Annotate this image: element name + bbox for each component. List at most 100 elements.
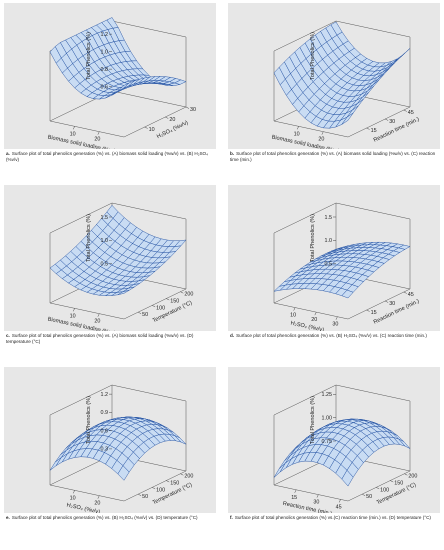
x-axis-label: Biomass solid loading (%w/v)	[47, 134, 120, 149]
x-tick-mark	[72, 126, 75, 130]
box-edge	[273, 120, 349, 138]
y-tick-label: 10	[149, 127, 155, 133]
z-axis-label: Total Phenolics (%)	[86, 32, 92, 80]
caption-letter: f.	[230, 515, 233, 520]
x-axis-label: H₂SO₄ (%v/v)	[66, 502, 101, 513]
z-tick-label: 0.5	[101, 261, 109, 267]
box-edge	[123, 470, 187, 502]
z-tick-label: 0.9	[101, 410, 109, 416]
y-tick-mark	[366, 127, 370, 130]
panel-e: 0.3 0.6 0.9 1.2 10 20 50 100 150 200 Total Phenoli…	[4, 367, 216, 546]
y-tick-mark	[376, 487, 380, 490]
surface-chart: 10 20 15 30 45 Total Phenolics (%) Biomass sol…	[271, 20, 421, 149]
panel-a: 0.6 0.8 1.0 1.2 10 20 10 20 30 Total Phenolics (%…	[4, 3, 216, 182]
surface-plot: 10 20 15 30 45 Total Phenolics (%) Biomass sol…	[228, 3, 440, 149]
y-tick-mark	[137, 493, 142, 496]
x-tick-label: 20	[311, 317, 317, 323]
box-edge	[347, 470, 411, 502]
y-tick-label: 30	[389, 119, 395, 125]
y-tick-label: 50	[142, 494, 148, 500]
x-axis-label: H₂SO₄ (%v/v)	[290, 320, 325, 331]
z-tick-label: 1.0	[101, 238, 109, 244]
y-tick-mark	[152, 305, 156, 308]
box-edge	[49, 484, 125, 502]
figure-caption: a. Surface plot of total phenolics genera…	[6, 151, 214, 164]
caption-letter: b.	[230, 151, 235, 156]
y-tick-mark	[403, 291, 407, 294]
box-edge	[123, 288, 187, 320]
box-edge	[335, 384, 411, 402]
caption-letter: c.	[6, 333, 10, 338]
x-tick-label: 20	[94, 501, 100, 507]
surface-chart: 0.3 0.6 0.9 1.2 10 20 50 100 150 200 Total Phenoli…	[49, 384, 193, 513]
y-tick-label: 30	[190, 107, 196, 113]
x-tick-mark	[97, 131, 100, 135]
y-tick-label: 200	[184, 292, 193, 298]
surface-plot: 0.5 1.0 1.5 10 20 30 15 30 45 Total Phenolics (%)…	[228, 185, 440, 331]
y-tick-mark	[390, 480, 394, 483]
y-tick-mark	[165, 116, 169, 119]
box-edge	[49, 120, 125, 138]
chart-body: 0.6 0.8 1.0 1.2 10 20 10 20 30 Total Phenolics (%…	[47, 17, 196, 149]
surface-plot: 0.75 1.00 1.25 15 30 45 50 100 150 200 Total Pheno…	[228, 367, 440, 513]
box-edge	[347, 106, 411, 138]
z-tick-label: 0.6	[101, 84, 109, 90]
z-tick-label: 1.5	[325, 215, 333, 221]
z-tick-label: 1.2	[101, 32, 109, 38]
x-tick-mark	[338, 499, 341, 503]
y-tick-mark	[404, 473, 408, 476]
z-tick-label: 0.6	[101, 428, 109, 434]
z-tick-label: 1.0	[101, 49, 109, 55]
y-tick-mark	[144, 126, 148, 129]
z-tick-label: 1.00	[322, 415, 333, 421]
y-tick-label: 100	[380, 487, 389, 493]
z-axis-label: Total Phenolics (%)	[310, 214, 316, 262]
y-tick-label: 200	[184, 474, 193, 480]
panel-d: 0.5 1.0 1.5 10 20 30 15 30 45 Total Phenolics (%)…	[228, 185, 440, 364]
x-tick-label: 30	[313, 500, 319, 506]
chart-body: 0.3 0.6 0.9 1.2 10 20 50 100 150 200 Total Phenoli…	[49, 384, 193, 513]
y-tick-label: 30	[389, 301, 395, 307]
x-tick-mark	[316, 494, 319, 498]
y-tick-label: 20	[169, 117, 175, 123]
box-edge	[123, 106, 187, 138]
y-tick-label: 15	[371, 128, 377, 134]
caption-letter: e.	[6, 515, 10, 520]
panel-b: 10 20 15 30 45 Total Phenolics (%) Biomass sol…	[228, 3, 440, 182]
figure-caption: e. Surface plot of total phenolics genera…	[6, 515, 214, 521]
x-tick-label: 10	[290, 313, 296, 319]
z-tick-label: 0.3	[101, 447, 109, 453]
x-tick-label: 30	[332, 322, 338, 328]
surface-cell	[341, 469, 354, 487]
box-edge	[347, 288, 411, 320]
surface-chart: 0.6 0.8 1.0 1.2 10 20 10 20 30 Total Phenolics (%…	[47, 17, 196, 149]
box-edge	[273, 384, 337, 416]
z-tick-label: 1.2	[101, 392, 109, 398]
y-tick-label: 100	[156, 305, 165, 311]
z-tick-label: 0.75	[322, 439, 333, 445]
box-edge	[335, 202, 411, 220]
figure-caption: b. Surface plot of total phenolics genera…	[230, 151, 438, 164]
y-tick-mark	[180, 473, 184, 476]
caption-letter: a.	[6, 151, 10, 156]
y-tick-label: 100	[156, 487, 165, 493]
x-tick-mark	[294, 489, 297, 493]
caption-text: Surface plot of total phenolics generati…	[236, 333, 427, 338]
surface-cell	[117, 290, 130, 296]
y-tick-label: 45	[408, 292, 414, 298]
box-edge	[111, 202, 187, 220]
x-tick-label: 20	[94, 319, 100, 325]
x-tick-label: 20	[94, 137, 100, 143]
surface-plot: 0.3 0.6 0.9 1.2 10 20 50 100 150 200 Total Phenoli…	[4, 367, 216, 513]
x-tick-mark	[97, 495, 100, 499]
box-edge	[335, 20, 411, 38]
y-tick-mark	[385, 118, 389, 121]
z-tick-label: 1.25	[322, 392, 333, 398]
caption-letter: d.	[230, 333, 235, 338]
box-edge	[273, 202, 337, 234]
surface-plot: 0.5 1.0 1.5 10 20 50 100 150 200 Total Phenolics …	[4, 185, 216, 331]
box-edge	[273, 484, 349, 502]
z-tick-label: 0.5	[325, 261, 333, 267]
x-tick-mark	[321, 131, 324, 135]
caption-text: Surface plot of total phenolics generati…	[230, 151, 436, 163]
